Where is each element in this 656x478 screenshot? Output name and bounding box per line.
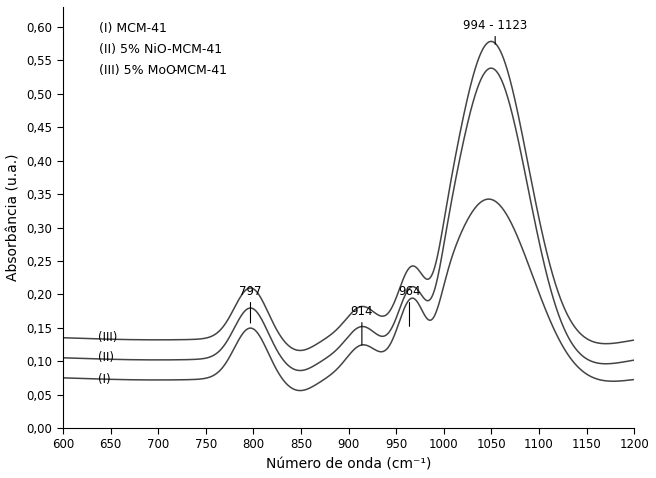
Text: (II) 5% NiO-MCM-41: (II) 5% NiO-MCM-41 — [99, 43, 222, 56]
Text: 3: 3 — [0, 477, 1, 478]
Text: (III) 5% MoO: (III) 5% MoO — [99, 64, 176, 77]
Text: (II): (II) — [98, 351, 114, 364]
X-axis label: Número de onda (cm⁻¹): Número de onda (cm⁻¹) — [266, 457, 431, 471]
Text: (I): (I) — [98, 373, 111, 386]
Text: (I) MCM-41: (I) MCM-41 — [99, 22, 167, 35]
Text: -MCM-41: -MCM-41 — [173, 64, 228, 77]
Text: 964: 964 — [398, 285, 420, 298]
Text: 797: 797 — [239, 285, 262, 298]
Y-axis label: Absorbância (u.a.): Absorbância (u.a.) — [7, 154, 21, 281]
Text: (III): (III) — [98, 331, 117, 344]
Text: 994 - 1123: 994 - 1123 — [463, 19, 527, 32]
Text: 914: 914 — [350, 305, 373, 318]
